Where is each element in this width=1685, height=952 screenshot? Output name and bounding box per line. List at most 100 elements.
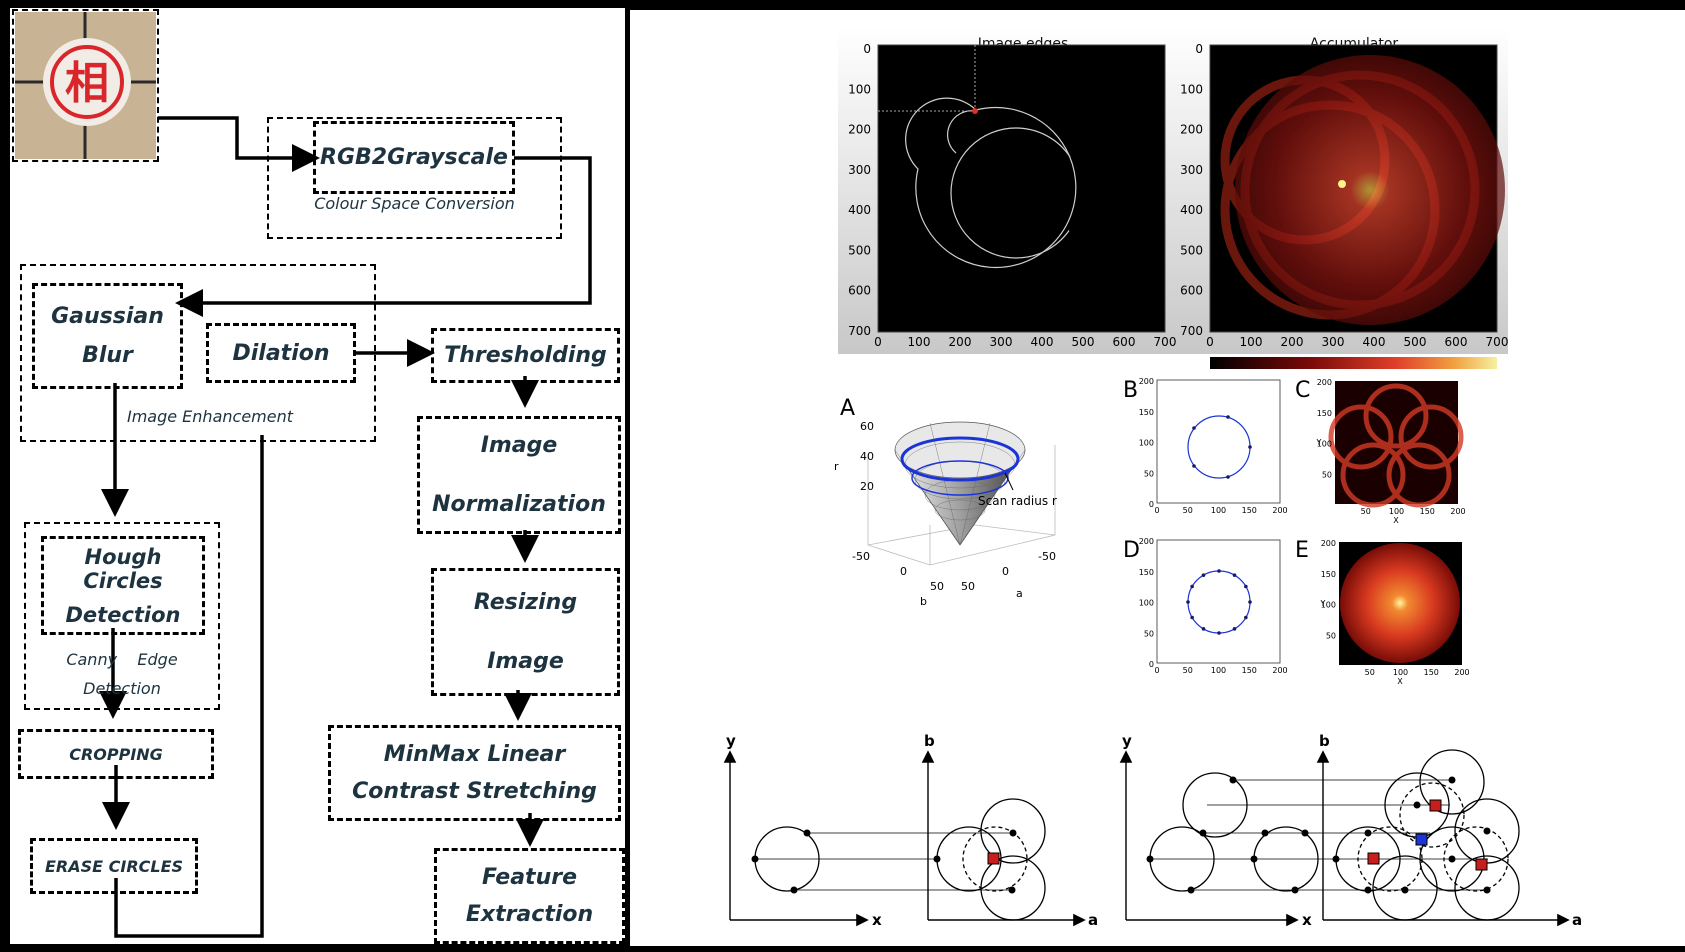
accumulator-y-tick: 500 — [1180, 243, 1203, 257]
plot-e-y-tick: 50 — [1326, 631, 1336, 640]
rgb2grayscale-label: RGB2Grayscale — [320, 145, 508, 170]
colour-conversion-caption: Colour Space Conversion — [314, 194, 515, 213]
accumulator-x-tick: 100 — [1240, 335, 1263, 349]
plot-d-y-tick: 0 — [1149, 660, 1154, 669]
feature-label-line1: Feature — [481, 865, 578, 890]
plot-d-point — [1190, 615, 1194, 620]
plot-d-y-tick: 50 — [1144, 629, 1154, 638]
edges-accumulator-figure: Image edges Accumulator 0000100100100100… — [838, 26, 1509, 369]
xiangqi-piece-photo: 相 — [15, 12, 156, 159]
edges-x-tick: 0 — [874, 335, 882, 349]
plot-e-x-tick: 50 — [1365, 668, 1375, 677]
plot-b-y-tick: 100 — [1139, 439, 1154, 448]
accumulator-peak — [1338, 180, 1346, 188]
plot-c-x-tick: 200 — [1450, 507, 1465, 516]
input-image-frame: 相 — [12, 9, 159, 162]
plot-c-y-tick: 200 — [1317, 378, 1332, 387]
hough-illustration-panel: Image edges Accumulator 0 0 0 0 100 100 100 100… — [630, 10, 1685, 946]
edges-x-tick: 700 — [1154, 335, 1177, 349]
selected-edge-point — [972, 108, 978, 114]
plot-b-x-tick: 50 — [1183, 506, 1193, 515]
image-enhancement-caption: Image Enhancement — [126, 407, 293, 426]
feature-label-line2: Extraction — [465, 902, 594, 927]
gaussian-blur-box: Gaussian Blur — [32, 283, 183, 389]
accumulator-y-tick: 100 — [1180, 82, 1203, 96]
plot-d-y-tick: 150 — [1139, 568, 1154, 577]
cone-r-axis-label: r — [834, 460, 839, 473]
plot-e-disk — [1340, 543, 1460, 663]
plot-d-point — [1232, 573, 1237, 577]
cone-r-tick-40: 40 — [860, 450, 874, 463]
vote-peak-right-1 — [1367, 852, 1380, 865]
plot-d-point — [1244, 615, 1248, 620]
edges-y-tick: 200 — [848, 123, 871, 137]
panel-label-a: A — [840, 396, 855, 421]
accumulator-y-tick: 300 — [1180, 163, 1203, 177]
edges-y-tick: 300 — [848, 163, 871, 177]
axis-label-y-right: y — [1122, 732, 1132, 750]
canny-caption-line1: Canny Edge — [66, 650, 178, 669]
edges-x-tick: 600 — [1113, 335, 1136, 349]
erase-circles-box: ERASE CIRCLES — [30, 838, 198, 894]
plot-b-frame — [1156, 379, 1281, 504]
gaussian-label-line1: Gaussian — [51, 304, 164, 329]
plot-e-x-tick: 200 — [1454, 668, 1469, 677]
cropping-label: CROPPING — [69, 744, 163, 764]
plot-d-point — [1190, 584, 1194, 589]
panel-label-c: C — [1295, 378, 1310, 403]
plot-e-y-tick: 100 — [1321, 601, 1336, 610]
axis-label-x-right: x — [1302, 911, 1312, 929]
dilation-box: Dilation — [206, 323, 356, 383]
axis-label-x-left: x — [872, 911, 882, 929]
minmax-label-line2: Contrast Stretching — [352, 779, 597, 804]
plot-c-heatmap — [1335, 381, 1458, 504]
edges-x-tick: 300 — [990, 335, 1013, 349]
accumulator-y-tick: 600 — [1180, 284, 1203, 298]
cone-a-tick-1: 50 — [961, 580, 975, 593]
plot-e-x-tick: 150 — [1424, 668, 1439, 677]
hough-circles-box: Hough Circles Detection — [41, 536, 205, 635]
resizing-label-line1: Resizing — [473, 590, 578, 615]
resizing-image-box: Resizing Image — [431, 568, 620, 696]
plot-c-x-tick: 150 — [1420, 507, 1435, 516]
edges-y-tick: 700 — [848, 324, 871, 338]
accumulator-x-tick: 600 — [1445, 335, 1468, 349]
edge-contour — [905, 97, 1077, 269]
gaussian-label-line2: Blur — [82, 343, 133, 368]
flowchart-panel: 相 RGB2Grayscale Colour Space Conversion … — [10, 8, 625, 944]
left-circles — [754, 798, 1046, 921]
cone-b-tick-3: 50 — [930, 580, 944, 593]
accumulator-x-tick: 0 — [1206, 335, 1214, 349]
normalization-label-line1: Image — [480, 433, 558, 458]
edges-x-tick: 100 — [908, 335, 931, 349]
plot-d-x-tick: 50 — [1183, 666, 1193, 675]
edges-y-tick: 100 — [848, 82, 871, 96]
image-normalization-box: Image Normalization — [417, 416, 621, 534]
edges-x-tick: 200 — [949, 335, 972, 349]
plot-d-point — [1217, 569, 1221, 573]
plot-c-rings — [1328, 383, 1464, 508]
accumulator-y-tick: 200 — [1180, 123, 1203, 137]
accumulator-x-tick: 700 — [1486, 335, 1509, 349]
plot-c-y-tick: 150 — [1317, 409, 1332, 418]
canny-caption-line2: Detection — [83, 679, 161, 698]
axis-label-y-left: y — [726, 732, 736, 750]
cone-a-tick-2: 0 — [1002, 565, 1009, 578]
dilation-label: Dilation — [232, 340, 330, 366]
axis-label-b-left: b — [924, 732, 935, 750]
plot-c-y-label: Y — [1316, 438, 1322, 447]
plot-e-y-tick: 200 — [1321, 539, 1336, 548]
panel-label-e: E — [1295, 538, 1309, 563]
cone-3d-plot: A Scan radius r 60 4 — [834, 396, 1057, 608]
plot-b-y-tick: 200 — [1139, 377, 1154, 386]
normalization-label-line2: Normalization — [432, 492, 606, 517]
panel-label-b: B — [1123, 378, 1138, 403]
plot-d-frame — [1156, 539, 1281, 664]
plot-b-x-tick: 200 — [1272, 506, 1287, 515]
vote-peak-right-3 — [1475, 858, 1488, 871]
edges-x-tick: 400 — [1031, 335, 1054, 349]
accumulator-glow — [1235, 55, 1505, 325]
plot-b-x-tick: 100 — [1211, 506, 1226, 515]
accumulator-x-tick: 200 — [1281, 335, 1304, 349]
